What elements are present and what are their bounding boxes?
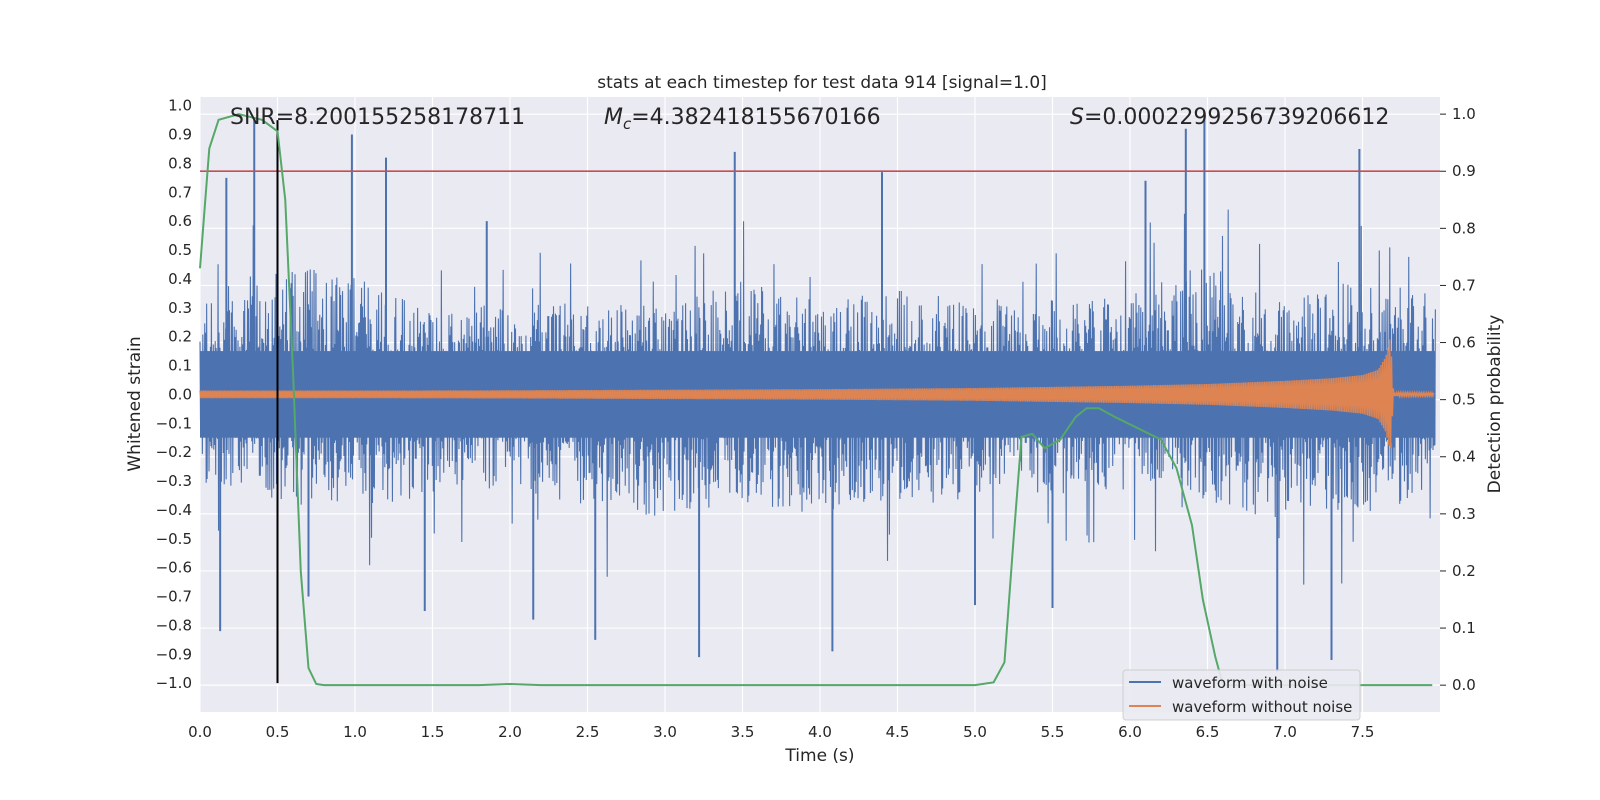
y2-tick-label: 0.8 xyxy=(1452,219,1476,237)
x-tick-label: 2.0 xyxy=(498,723,522,741)
y-tick-label: −0.7 xyxy=(156,588,192,606)
y2-tick-label: 0.9 xyxy=(1452,162,1476,180)
legend-label-noise: waveform with noise xyxy=(1172,674,1328,692)
y-tick-label: −0.4 xyxy=(156,501,192,519)
x-tick-label: 5.5 xyxy=(1041,723,1065,741)
y-tick-label: −0.6 xyxy=(156,559,192,577)
clean-series-area xyxy=(199,339,1435,449)
y2-tick-label: 0.5 xyxy=(1452,391,1476,409)
x-tick-label: 0.0 xyxy=(188,723,212,741)
y-tick-label: −0.1 xyxy=(156,414,192,432)
legend: waveform with noise waveform without noi… xyxy=(1122,669,1361,721)
y-tick-label: 0.6 xyxy=(168,212,192,230)
x-axis-ticks: 0.0 0.5 1.0 1.5 2.0 2.5 3.0 3.5 4.0 4.5 5.0 5.5 6.0 6… xyxy=(188,723,1374,741)
x-tick-label: 2.5 xyxy=(576,723,600,741)
y-tick-label: −1.0 xyxy=(156,674,192,692)
y-tick-label: 0.2 xyxy=(168,328,192,346)
chart-title: stats at each timestep for test data 914… xyxy=(597,73,1047,93)
y-axis-label: Whitened strain xyxy=(125,336,145,471)
chirp-mass-annotation: Mc=4.382418155670166 xyxy=(604,105,881,133)
x-tick-label: 7.5 xyxy=(1351,723,1375,741)
y-tick-label: 0.5 xyxy=(168,241,192,259)
y-tick-label: 1.0 xyxy=(168,97,192,115)
y2-tick-label: 0.7 xyxy=(1452,276,1476,294)
y2-tick-label: 0.4 xyxy=(1452,448,1476,466)
y2-tick-label: 0.2 xyxy=(1452,562,1476,580)
x-tick-label: 3.5 xyxy=(731,723,755,741)
y2-tick-label: 0.6 xyxy=(1452,334,1476,352)
x-tick-label: 6.5 xyxy=(1196,723,1220,741)
y2-axis-label: Detection probability xyxy=(1485,315,1505,494)
y-tick-label: −0.9 xyxy=(156,645,192,663)
x-axis-label: Time (s) xyxy=(784,746,854,766)
x-tick-label: 4.5 xyxy=(886,723,910,741)
y2-tick-label: 0.3 xyxy=(1452,505,1476,523)
x-tick-label: 0.5 xyxy=(266,723,290,741)
x-tick-label: 1.0 xyxy=(343,723,367,741)
x-tick-label: 6.0 xyxy=(1118,723,1142,741)
y-tick-label: 0.4 xyxy=(168,270,192,288)
detection-probability-line xyxy=(199,113,1433,687)
clean-waveform-line xyxy=(199,339,1435,449)
y2-tick-label: 0.0 xyxy=(1452,676,1476,694)
y-tick-label: −0.5 xyxy=(156,530,192,548)
y-tick-label: 0.1 xyxy=(168,357,192,375)
y-tick-label: 0.9 xyxy=(168,126,192,144)
s-annotation: S=0.0002299256739206612 xyxy=(1070,105,1389,130)
y-axis-ticks-left: 1.0 0.9 0.8 0.7 0.6 0.5 0.4 0.3 0.2 0.1 0.0 −0.1 −0.… xyxy=(156,97,192,692)
x-tick-label: 5.0 xyxy=(963,723,987,741)
y-tick-label: −0.8 xyxy=(156,616,192,634)
y-tick-label: −0.3 xyxy=(156,472,192,490)
snr-annotation: SNR=8.200155258178711 xyxy=(230,105,525,130)
y2-tick-label: 1.0 xyxy=(1452,105,1476,123)
x-tick-label: 7.0 xyxy=(1273,723,1297,741)
legend-label-clean: waveform without noise xyxy=(1172,698,1352,716)
y-axis-ticks-right: 1.0 0.9 0.8 0.7 0.6 0.5 0.4 0.3 0.2 0.1 0.0 xyxy=(1440,105,1476,694)
y2-tick-label: 0.1 xyxy=(1452,619,1476,637)
y-tick-label: 0.0 xyxy=(168,385,192,403)
x-tick-label: 4.0 xyxy=(808,723,832,741)
overlay-lines xyxy=(199,113,1440,687)
y-tick-label: 0.7 xyxy=(168,183,192,201)
y-tick-label: 0.3 xyxy=(168,299,192,317)
y-tick-label: −0.2 xyxy=(156,443,192,461)
x-tick-label: 1.5 xyxy=(421,723,445,741)
y-tick-label: 0.8 xyxy=(168,154,192,172)
x-tick-label: 3.0 xyxy=(653,723,677,741)
